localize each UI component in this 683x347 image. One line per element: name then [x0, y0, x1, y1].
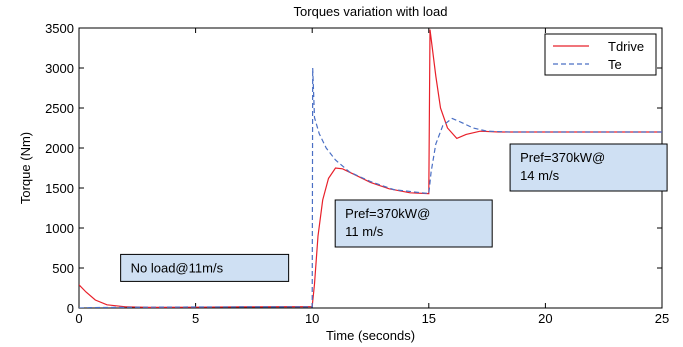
x-tick-label: 10	[305, 311, 319, 326]
annotation-box	[509, 143, 668, 192]
x-tick-label: 15	[422, 311, 436, 326]
series-line-te	[79, 67, 662, 308]
legend: Tdrive Te	[544, 33, 657, 76]
legend-box	[544, 33, 657, 76]
annotation-text: 11 m/s	[345, 224, 384, 239]
annotation-pref-14: Pref=370kW@ 14 m/s	[509, 143, 668, 192]
chart-title: Torques variation with load	[294, 4, 448, 19]
annotation-box	[334, 199, 493, 248]
series-group	[79, 29, 662, 308]
y-tick-label: 1000	[45, 221, 74, 236]
x-tick-label: 20	[538, 311, 552, 326]
annotation-text: Pref=370kW@	[520, 150, 605, 165]
x-tick-label: 0	[75, 311, 82, 326]
x-tick-label: 5	[192, 311, 199, 326]
y-tick-label: 3500	[45, 21, 74, 36]
annotation-no-load: No load@11m/s	[120, 253, 290, 282]
y-tick-label: 0	[67, 301, 74, 316]
legend-label-te: Te	[608, 57, 622, 72]
annotation-text: Pref=370kW@	[345, 206, 430, 221]
y-tick-label: 2000	[45, 141, 74, 156]
x-axis-title: Time (seconds)	[326, 328, 415, 343]
annotation-text: 14 m/s	[520, 168, 560, 183]
y-tick-label: 500	[52, 261, 74, 276]
y-tick-label: 3000	[45, 61, 74, 76]
annotation-pref-11: Pref=370kW@ 11 m/s	[334, 199, 493, 248]
y-axis-title: Torque (Nm)	[18, 132, 33, 204]
y-tick-label: 1500	[45, 181, 74, 196]
x-tick-label: 25	[655, 311, 669, 326]
annotation-box	[120, 253, 290, 282]
legend-label-tdrive: Tdrive	[608, 39, 644, 54]
y-tick-label: 2500	[45, 101, 74, 116]
annotation-text: No load@11m/s	[131, 260, 224, 275]
